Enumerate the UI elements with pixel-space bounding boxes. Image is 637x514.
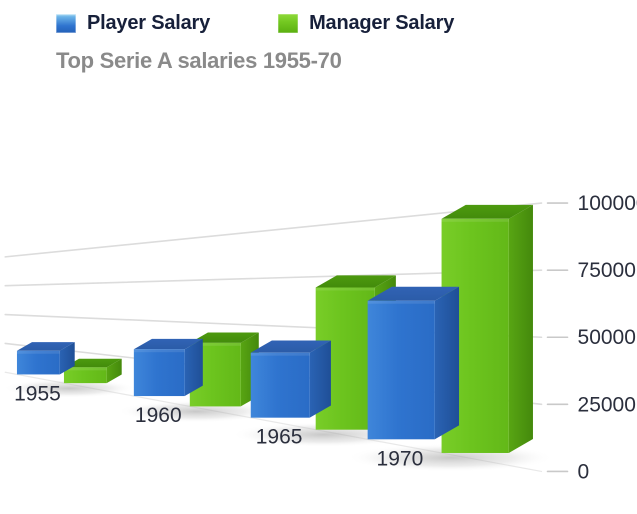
bar-manager[interactable] bbox=[63, 358, 122, 384]
chart-y-axis-labels: 0 25000 50000 75000 100000 bbox=[578, 192, 637, 483]
bar-player[interactable] bbox=[133, 338, 203, 397]
bar-player[interactable] bbox=[16, 342, 75, 375]
x-axis-category-label: 1960 bbox=[135, 404, 182, 427]
legend-item-player-salary[interactable]: Player Salary bbox=[56, 12, 210, 35]
chart-y-axis-ticks bbox=[546, 202, 569, 473]
y-axis-tick-label: 100000 bbox=[578, 192, 637, 215]
bar-player[interactable] bbox=[250, 340, 331, 418]
y-axis-tick-label: 0 bbox=[578, 460, 590, 483]
chart-bars bbox=[16, 204, 533, 453]
bar-player[interactable] bbox=[367, 286, 460, 440]
x-axis-category-label: 1955 bbox=[14, 382, 61, 405]
legend-item-manager-salary[interactable]: Manager Salary bbox=[278, 12, 454, 35]
x-axis-category-label: 1965 bbox=[256, 426, 303, 449]
legend-swatch-manager-salary bbox=[278, 14, 299, 33]
chart-title: Top Serie A salaries 1955-70 bbox=[56, 48, 342, 73]
legend-label-manager-salary: Manager Salary bbox=[309, 12, 455, 34]
chart-legend: Player Salary Manager Salary bbox=[56, 12, 454, 35]
legend-swatch-player-salary bbox=[56, 14, 76, 33]
chart-x-axis-labels: 1955 1960 1965 1970 bbox=[14, 382, 423, 470]
legend-label-player-salary: Player Salary bbox=[87, 12, 211, 34]
y-axis-tick-label: 75000 bbox=[578, 259, 636, 282]
x-axis-category-label: 1970 bbox=[377, 447, 424, 470]
y-axis-tick-label: 25000 bbox=[578, 393, 636, 416]
y-axis-tick-label: 50000 bbox=[578, 326, 636, 349]
